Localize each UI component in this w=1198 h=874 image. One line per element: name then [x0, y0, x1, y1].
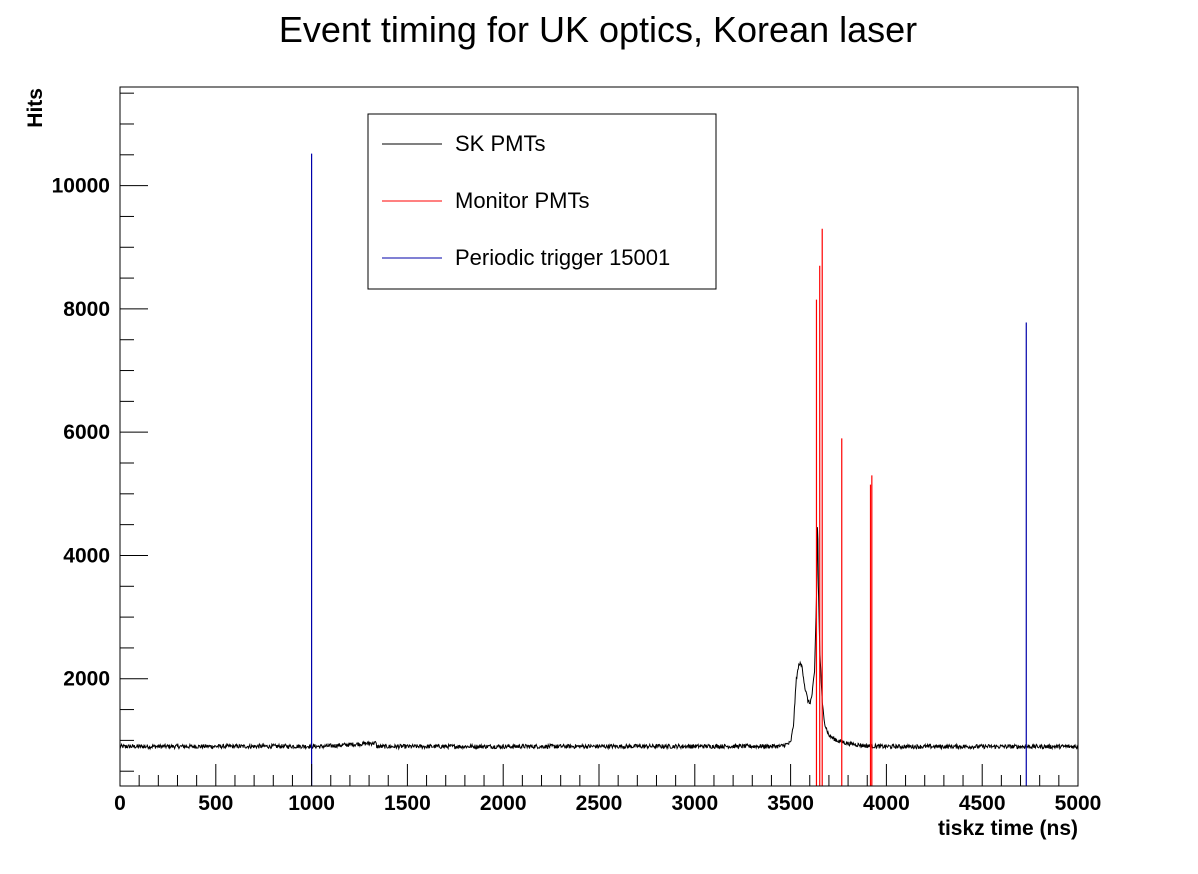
- x-axis-title: tiskz time (ns): [938, 817, 1078, 840]
- axes: 2000 4000 6000 8000 10000 0 500 1000 1500 2000 250…: [52, 86, 1102, 815]
- y-tick-label: 4000: [63, 544, 110, 567]
- x-tick-label: 4000: [863, 792, 910, 815]
- x-tick-label: 3000: [671, 792, 718, 815]
- x-tick-label: 1500: [384, 792, 431, 815]
- y-tick-label: 6000: [63, 421, 110, 444]
- y-axis-title: Hits: [24, 88, 47, 128]
- legend: SK PMTs Monitor PMTs Periodic trigger 15…: [367, 113, 717, 290]
- legend-label-periodic-trigger: Periodic trigger 15001: [455, 245, 670, 270]
- x-tick-label: 3500: [767, 792, 814, 815]
- x-tick-label: 500: [198, 792, 233, 815]
- x-tick-label: 4500: [959, 792, 1006, 815]
- series-sk-pmts-line: [119, 527, 1079, 751]
- chart-title: Event timing for UK optics, Korean laser: [279, 9, 917, 50]
- x-tick-label: 5000: [1055, 792, 1102, 815]
- x-tick-label: 1000: [288, 792, 335, 815]
- x-tick-label: 2000: [480, 792, 527, 815]
- y-tick-label: 8000: [63, 298, 110, 321]
- x-tick-label: 0: [114, 792, 126, 815]
- legend-label-sk-pmts: SK PMTs: [455, 131, 545, 156]
- legend-label-monitor-pmts: Monitor PMTs: [455, 188, 589, 213]
- x-tick-label: 2500: [576, 792, 623, 815]
- y-tick-label: 2000: [63, 668, 110, 691]
- y-tick-label: 10000: [52, 175, 110, 198]
